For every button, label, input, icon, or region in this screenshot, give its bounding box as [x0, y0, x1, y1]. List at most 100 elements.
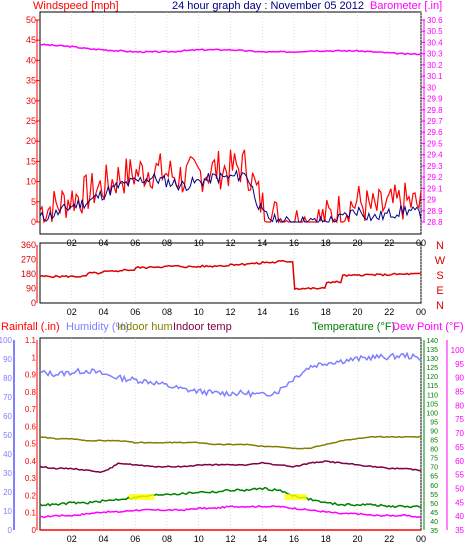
temp-tick-label: 80 — [430, 447, 438, 454]
baro-tick-label: 30.4 — [427, 38, 443, 47]
baro-tick-label: 29.2 — [427, 173, 443, 182]
x-tick-label: 04 — [98, 534, 108, 544]
dew-tick-label: 80 — [455, 401, 464, 410]
x-tick-label: 00 — [416, 534, 426, 544]
baro-tick-label: 29.5 — [427, 139, 443, 148]
indoor-temp-label: Indoor temp — [173, 321, 232, 333]
temperature-line — [39, 486, 422, 509]
dew-tick-label: 100 — [451, 346, 465, 355]
x-tick-label: 02 — [67, 238, 77, 248]
baro-tick-label: 30 — [427, 83, 436, 92]
baro-tick-label: 29.3 — [427, 162, 443, 171]
baro-tick-label: 30.1 — [427, 72, 443, 81]
x-tick-label: 22 — [384, 534, 394, 544]
wind-tick-label: 5 — [31, 197, 36, 207]
temp-tick-label: 105 — [426, 401, 438, 408]
baro-tick-label: 28.9 — [427, 207, 443, 216]
x-tick-label: 10 — [194, 238, 204, 248]
temp-tick-label: 55 — [430, 492, 438, 499]
compass-label: S — [436, 270, 443, 282]
wind-tick-label: 20 — [26, 136, 36, 146]
dew-point-label: Dew Point (°F) — [392, 321, 464, 333]
temp-tick-label: 85 — [430, 438, 438, 445]
direction-tick-label: 270 — [21, 255, 36, 265]
humidity-tick-label: 0 — [8, 526, 13, 535]
humidity-tick-label: 50 — [3, 431, 12, 440]
x-tick-label: 12 — [225, 534, 235, 544]
dew-tick-label: 75 — [455, 415, 464, 424]
temp-tick-label: 70 — [430, 465, 438, 472]
rain-tick-label: 0.6 — [25, 422, 37, 431]
x-tick-label: 06 — [130, 534, 140, 544]
x-tick-label: 00 — [416, 238, 426, 248]
temp-tick-label: 95 — [430, 419, 438, 426]
wind-tick-label: 25 — [26, 116, 36, 126]
compass-label: W — [435, 255, 446, 267]
dew-tick-label: 40 — [455, 512, 464, 521]
baro-tick-label: 30.3 — [427, 50, 443, 59]
humidity-tick-label: 90 — [3, 355, 12, 364]
wind-tick-label: 30 — [26, 96, 36, 106]
x-tick-label: 12 — [225, 238, 235, 248]
dew-point-line — [39, 504, 422, 519]
compass-label: N — [436, 300, 444, 312]
rain-tick-label: 1.1 — [25, 336, 37, 345]
humidity-label: Humidity (%) — [66, 321, 129, 333]
temp-tick-label: 120 — [426, 374, 438, 381]
wind-direction-line — [39, 259, 421, 291]
wind-tick-label: 50 — [26, 15, 36, 25]
x-tick-label: 10 — [194, 534, 204, 544]
temp-tick-label: 35 — [430, 528, 438, 535]
direction-tick-label: 90 — [26, 284, 36, 294]
rain-tick-label: 0.1 — [25, 509, 37, 518]
x-tick-label: 04 — [98, 307, 108, 317]
windspeed-line — [39, 149, 422, 224]
rain-tick-label: 0.2 — [25, 491, 37, 500]
humidity-tick-label: 80 — [3, 374, 12, 383]
baro-tick-label: 30.5 — [427, 27, 443, 36]
x-tick-label: 20 — [352, 534, 362, 544]
temp-tick-label: 125 — [426, 365, 438, 372]
x-tick-label: 08 — [162, 238, 172, 248]
x-tick-label: 16 — [289, 534, 299, 544]
baro-tick-label: 28.8 — [427, 218, 443, 227]
wind-average-line — [39, 169, 422, 224]
temp-tick-label: 75 — [430, 456, 438, 463]
dew-tick-label: 55 — [455, 471, 464, 480]
compass-label: E — [436, 285, 443, 297]
wind-tick-label: 45 — [26, 35, 36, 45]
x-tick-label: 18 — [321, 534, 331, 544]
x-tick-label: 04 — [98, 238, 108, 248]
baro-tick-label: 30.6 — [427, 16, 443, 25]
x-tick-label: 16 — [289, 238, 299, 248]
wind-tick-label: 40 — [26, 55, 36, 65]
rain-tick-label: 0.3 — [25, 474, 37, 483]
temp-tick-label: 100 — [426, 410, 438, 417]
dew-tick-label: 45 — [455, 498, 464, 507]
x-tick-label: 06 — [130, 238, 140, 248]
temp-tick-label: 140 — [426, 338, 438, 345]
baro-tick-label: 29 — [427, 196, 436, 205]
dew-tick-label: 60 — [455, 457, 464, 466]
humidity-tick-label: 70 — [3, 393, 12, 402]
temp-tick-label: 90 — [430, 428, 438, 435]
indoor-temp-line — [39, 460, 421, 474]
humidity-tick-label: 20 — [3, 488, 12, 497]
x-tick-label: 22 — [384, 238, 394, 248]
wind-tick-label: 0 — [31, 217, 36, 227]
humidity-tick-label: 40 — [3, 450, 12, 459]
baro-tick-label: 29.4 — [427, 151, 443, 160]
temp-tick-label: 130 — [426, 356, 438, 363]
direction-tick-label: 360 — [21, 240, 36, 250]
indoor-hum-line — [39, 435, 422, 450]
wind-tick-label: 35 — [26, 76, 36, 86]
baro-tick-label: 29.9 — [427, 95, 443, 104]
x-tick-label: 20 — [352, 238, 362, 248]
graph-title: 24 hour graph day : November 05 2012 — [172, 0, 364, 12]
rain-tick-label: 0 — [32, 526, 37, 535]
x-tick-label: 02 — [67, 534, 77, 544]
direction-tick-label: 180 — [21, 269, 36, 279]
dew-tick-label: 70 — [455, 429, 464, 438]
baro-tick-label: 29.1 — [427, 184, 443, 193]
